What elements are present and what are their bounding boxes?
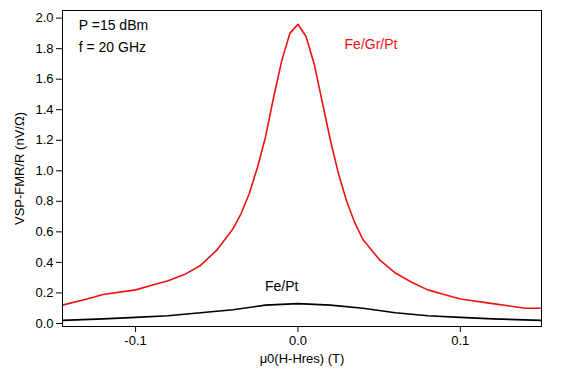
svg-text:VSP-FMR/R (nV/Ω): VSP-FMR/R (nV/Ω): [12, 112, 27, 225]
svg-text:0.2: 0.2: [35, 285, 53, 300]
svg-text:1.6: 1.6: [35, 71, 53, 86]
svg-text:0.8: 0.8: [35, 193, 53, 208]
svg-text:-0.1: -0.1: [124, 333, 146, 348]
svg-text:P =15 dBm: P =15 dBm: [79, 17, 148, 33]
svg-text:1.0: 1.0: [35, 163, 53, 178]
svg-text:1.4: 1.4: [35, 102, 53, 117]
svg-text:μ0(H-Hres) (T): μ0(H-Hres) (T): [260, 351, 345, 366]
svg-text:0.0: 0.0: [35, 316, 53, 331]
svg-text:Fe/Gr/Pt: Fe/Gr/Pt: [345, 36, 398, 52]
svg-text:2.0: 2.0: [35, 10, 53, 25]
svg-text:1.2: 1.2: [35, 132, 53, 147]
svg-text:f = 20 GHz: f = 20 GHz: [79, 39, 146, 55]
svg-text:1.8: 1.8: [35, 41, 53, 56]
svg-text:0.4: 0.4: [35, 255, 53, 270]
svg-text:Fe/Pt: Fe/Pt: [265, 278, 299, 294]
svg-text:0.6: 0.6: [35, 224, 53, 239]
svg-text:0.1: 0.1: [451, 333, 469, 348]
svg-text:0.0: 0.0: [289, 333, 307, 348]
